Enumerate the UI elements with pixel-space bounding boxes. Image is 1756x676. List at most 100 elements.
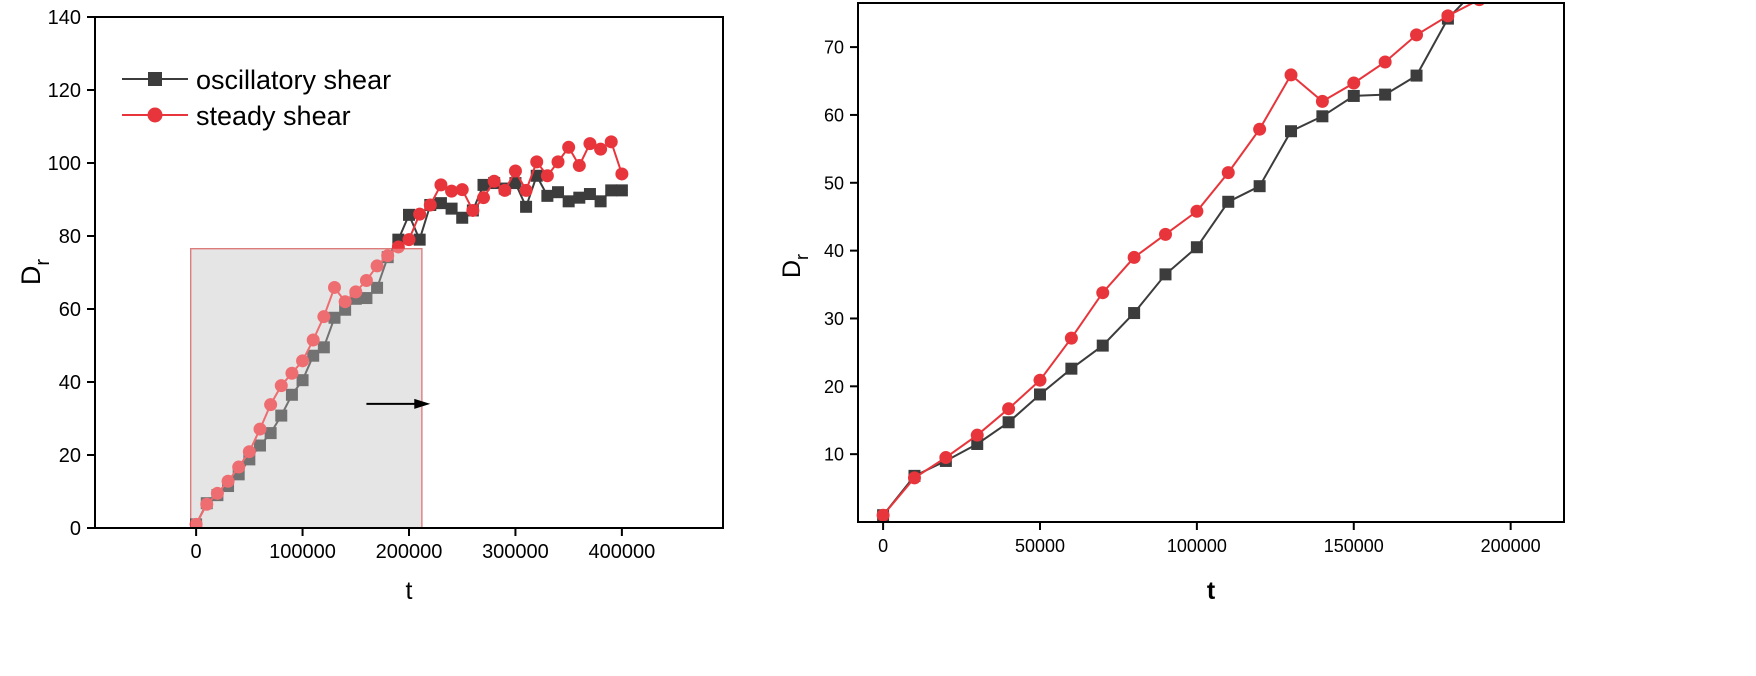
right-data-point-square bbox=[1410, 69, 1423, 82]
left-y-axis-title: Dr bbox=[16, 259, 54, 286]
right-plot-frame bbox=[857, 2, 1565, 523]
left-data-point-circle bbox=[274, 379, 288, 393]
right-x-tick-label: 100000 bbox=[1167, 536, 1227, 556]
left-data-point-square bbox=[520, 200, 533, 213]
left-data-point-circle bbox=[264, 398, 278, 412]
right-x-tick-label: 200000 bbox=[1481, 536, 1541, 556]
left-data-point-circle bbox=[487, 174, 501, 188]
right-y-tick-label: 50 bbox=[824, 173, 844, 193]
left-y-tick-label: 0 bbox=[70, 518, 81, 540]
right-data-point-circle bbox=[1410, 28, 1424, 42]
left-data-point-square bbox=[307, 349, 320, 362]
right-data-point-circle bbox=[1347, 76, 1361, 90]
left-data-point-circle bbox=[317, 310, 331, 324]
left-data-point-circle bbox=[221, 474, 235, 488]
right-data-point-square bbox=[971, 437, 984, 450]
right-data-point-square bbox=[1128, 307, 1141, 320]
arrow-head bbox=[414, 398, 431, 409]
left-x-axis-title: t bbox=[406, 577, 413, 605]
left-data-point-square bbox=[296, 374, 309, 387]
right-data-point-square bbox=[1253, 180, 1266, 193]
legend-marker-circle bbox=[147, 107, 163, 123]
left-data-point-circle bbox=[519, 183, 533, 197]
left-data-point-circle bbox=[583, 137, 597, 151]
left-data-point-circle bbox=[370, 259, 384, 273]
right-x-tick-label: 150000 bbox=[1324, 536, 1384, 556]
left-data-point-circle bbox=[327, 280, 341, 294]
right-x-axis-title: t bbox=[1207, 577, 1216, 605]
left-data-point-square bbox=[530, 169, 543, 182]
left-data-point-square bbox=[456, 211, 469, 224]
left-data-point-circle bbox=[391, 240, 405, 254]
left-x-tick-label: 200000 bbox=[376, 541, 443, 563]
right-data-point-square bbox=[1033, 388, 1046, 401]
left-data-point-square bbox=[371, 281, 384, 294]
right-data-point-square bbox=[1065, 362, 1078, 375]
right-data-point-circle bbox=[907, 471, 921, 485]
right-chart: 0 50000 100000 150000 200000 10203040506070 … bbox=[778, 2, 1565, 605]
left-data-point-circle bbox=[242, 445, 256, 459]
left-data-point-square bbox=[445, 202, 458, 215]
left-data-point-square bbox=[605, 184, 618, 197]
legend-label-oscillatory: oscillatory shear bbox=[196, 65, 391, 95]
left-data-point-square bbox=[615, 184, 628, 197]
left-data-point-square bbox=[413, 233, 426, 246]
left-chart-series bbox=[189, 135, 629, 528]
left-data-point-square bbox=[583, 188, 596, 201]
left-data-point-circle bbox=[551, 155, 565, 169]
left-y-tick-label: 60 bbox=[59, 299, 81, 321]
left-data-point-circle bbox=[540, 169, 554, 183]
right-data-point-circle bbox=[1221, 166, 1235, 180]
left-data-point-circle bbox=[434, 178, 448, 192]
left-data-point-circle bbox=[508, 164, 522, 178]
left-data-point-circle bbox=[402, 233, 416, 247]
right-x-tick-label: 50000 bbox=[1015, 536, 1065, 556]
left-data-point-square bbox=[253, 439, 266, 452]
left-data-point-square bbox=[275, 409, 288, 422]
legend-label-steady: steady shear bbox=[196, 101, 351, 131]
right-y-tick-label: 10 bbox=[824, 445, 844, 465]
right-y-axis-title: Dr bbox=[778, 254, 812, 278]
right-y-tick-label: 40 bbox=[824, 241, 844, 261]
right-chart-series bbox=[876, 3, 1485, 522]
left-x-axis: 0 100000 200000 300000 400000 bbox=[191, 528, 656, 563]
left-data-point-circle bbox=[445, 184, 459, 198]
left-x-tick-label: 400000 bbox=[589, 541, 656, 563]
right-data-point-circle bbox=[1441, 9, 1455, 23]
right-data-point-circle bbox=[876, 508, 890, 522]
left-y-axis: 0 20 40 60 80 100 120 140 bbox=[48, 7, 95, 540]
left-data-point-circle bbox=[477, 191, 491, 205]
right-y-tick-label: 30 bbox=[824, 309, 844, 329]
left-data-point-circle bbox=[381, 249, 395, 263]
left-data-point-circle bbox=[338, 295, 352, 309]
left-data-point-circle bbox=[615, 167, 629, 181]
right-data-point-circle bbox=[1378, 55, 1392, 69]
left-data-point-circle bbox=[455, 183, 469, 197]
left-chart: 0 100000 200000 300000 400000 0 20 40 60 80 100 12… bbox=[16, 7, 724, 605]
left-data-point-square bbox=[317, 341, 330, 354]
left-data-point-square bbox=[403, 208, 415, 221]
left-x-tick-label: 100000 bbox=[269, 541, 336, 563]
left-x-tick-label: 0 bbox=[191, 541, 202, 563]
left-data-point-circle bbox=[530, 155, 544, 169]
left-y-tick-label: 140 bbox=[48, 7, 81, 29]
left-data-point-square bbox=[573, 191, 586, 204]
right-data-point-circle bbox=[939, 451, 953, 465]
left-data-point-circle bbox=[562, 140, 576, 154]
left-data-point-circle bbox=[423, 198, 437, 212]
left-data-point-circle bbox=[189, 517, 203, 528]
left-y-tick-label: 120 bbox=[48, 80, 81, 102]
right-y-tick-label: 70 bbox=[824, 38, 844, 58]
left-data-point-circle bbox=[359, 274, 373, 288]
right-data-point-square bbox=[1379, 88, 1392, 101]
left-data-point-square bbox=[562, 195, 575, 208]
left-data-point-square bbox=[264, 427, 277, 440]
left-data-point-circle bbox=[604, 135, 618, 149]
left-y-tick-label: 80 bbox=[59, 226, 81, 248]
right-data-point-circle bbox=[1127, 250, 1141, 264]
left-data-point-square bbox=[594, 195, 607, 208]
left-data-point-circle bbox=[594, 142, 608, 156]
left-data-point-circle bbox=[306, 333, 320, 347]
right-y-axis: 10 20 30 40 50 60 70 bbox=[824, 38, 858, 465]
left-data-point-square bbox=[285, 388, 298, 401]
